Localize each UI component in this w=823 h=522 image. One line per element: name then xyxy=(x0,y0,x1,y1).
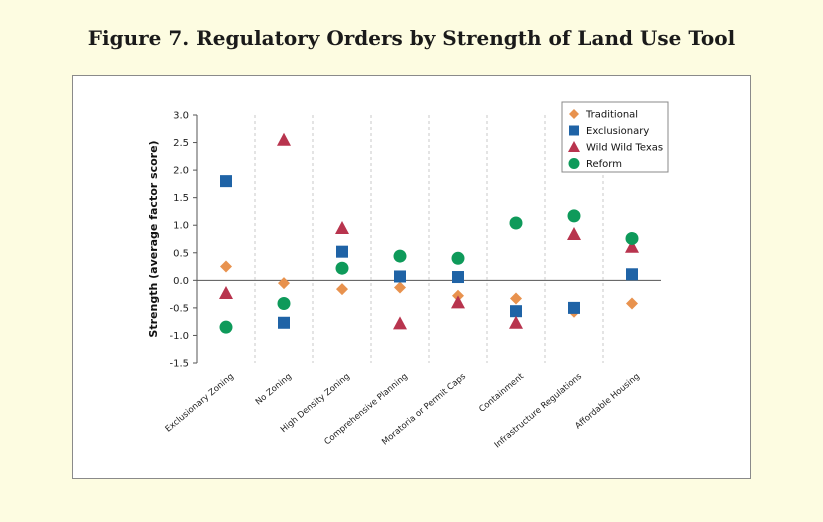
y-tick-label: -0.5 xyxy=(169,303,189,314)
point-exclusionary xyxy=(568,301,580,314)
point-wild-wild-texas xyxy=(219,286,233,300)
legend-label-traditional: Traditional xyxy=(585,110,638,121)
point-traditional xyxy=(220,260,232,273)
legend-marker-wild-wild-texas xyxy=(568,141,580,152)
y-tick-label: 1.5 xyxy=(173,193,189,204)
point-traditional xyxy=(394,281,406,294)
point-reform xyxy=(451,251,465,265)
point-traditional xyxy=(336,283,348,296)
point-exclusionary xyxy=(336,245,348,258)
x-tick-label: Affordable Housing xyxy=(573,372,642,432)
point-exclusionary xyxy=(452,271,464,284)
x-tick-label: Exclusionary Zoning xyxy=(164,372,236,435)
point-reform xyxy=(335,261,349,275)
point-reform xyxy=(509,216,523,230)
point-wild-wild-texas xyxy=(567,227,581,241)
y-tick-label: 3.0 xyxy=(173,111,189,122)
point-exclusionary xyxy=(278,316,290,329)
y-tick-label: -1.0 xyxy=(169,331,189,342)
y-tick-label: 2.0 xyxy=(173,166,189,177)
point-reform xyxy=(625,231,639,245)
point-wild-wild-texas xyxy=(335,220,349,234)
point-traditional xyxy=(626,297,638,310)
point-reform xyxy=(567,209,581,223)
scatter-chart: 3.0 2.5 2.0 1.5 1.0 0.5 0.0 -0.5 -1.0 -1.5 Exclusi… xyxy=(147,101,669,450)
x-tick-label: Containment xyxy=(477,371,526,414)
legend-label-exclusionary: Exclusionary xyxy=(586,126,649,137)
legend-marker-reform xyxy=(568,158,580,169)
y-tick-label: 2.5 xyxy=(173,138,189,149)
point-traditional xyxy=(510,292,522,305)
point-traditional xyxy=(278,277,290,290)
point-wild-wild-texas xyxy=(451,295,465,309)
legend-label-wild-wild-texas: Wild Wild Texas xyxy=(586,143,663,154)
legend-label-reform: Reform xyxy=(586,159,622,170)
point-wild-wild-texas xyxy=(277,132,291,146)
y-tick-label: 1.0 xyxy=(173,221,189,232)
figure-title: Figure 7. Regulatory Orders by Strength … xyxy=(87,26,736,50)
y-tick-label: -1.5 xyxy=(169,359,189,370)
legend-marker-exclusionary xyxy=(569,125,579,136)
point-reform xyxy=(219,320,233,334)
point-wild-wild-texas xyxy=(393,316,407,330)
point-reform xyxy=(277,296,291,310)
legend-marker-traditional xyxy=(569,109,579,119)
point-exclusionary xyxy=(220,175,232,188)
chart-panel: 3.0 2.5 2.0 1.5 1.0 0.5 0.0 -0.5 -1.0 -1.5 Exclusi… xyxy=(72,75,751,479)
point-exclusionary xyxy=(626,268,638,281)
point-exclusionary xyxy=(510,305,522,318)
y-axis-title: Strength (average factor score) xyxy=(147,140,160,337)
y-tick-label: 0.5 xyxy=(173,248,189,259)
point-wild-wild-texas xyxy=(509,315,523,329)
point-wild-wild-texas xyxy=(625,239,639,253)
legend-box xyxy=(561,101,669,173)
x-tick-label: No Zoning xyxy=(254,372,294,408)
point-exclusionary xyxy=(394,270,406,283)
point-reform xyxy=(393,249,407,263)
y-tick-label: 0.0 xyxy=(173,276,189,287)
